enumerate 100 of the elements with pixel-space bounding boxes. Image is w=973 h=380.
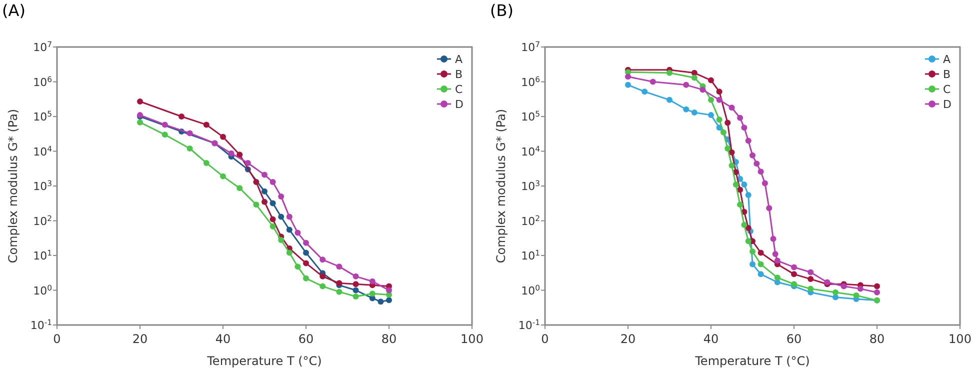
point — [625, 82, 631, 88]
y-tick-label: 10$^{1}$ — [33, 248, 52, 262]
point — [808, 269, 814, 276]
point — [378, 298, 384, 305]
y-tick-label: 10$^{7}$ — [521, 40, 540, 54]
point — [728, 162, 735, 168]
point — [386, 287, 392, 294]
point — [808, 276, 814, 282]
point — [186, 146, 193, 152]
point — [270, 216, 276, 222]
point — [683, 106, 690, 112]
point — [650, 78, 656, 85]
point — [708, 112, 714, 118]
point — [832, 289, 838, 296]
point — [732, 182, 739, 188]
point — [774, 274, 780, 281]
point — [808, 286, 814, 292]
point — [286, 226, 292, 233]
point — [857, 286, 864, 292]
point — [253, 202, 260, 208]
point — [750, 152, 756, 158]
point — [766, 205, 772, 212]
y-axis-title: Complex modulus G* (Pa) — [6, 108, 20, 264]
point — [352, 294, 359, 300]
y-tick-label: 10$^{7}$ — [33, 40, 52, 54]
x-tick-label: 60 — [786, 332, 802, 346]
point — [270, 223, 276, 230]
point — [691, 74, 698, 81]
x-tick-label: 40 — [703, 332, 719, 346]
chart-title: (B) — [490, 1, 514, 20]
legend-label: D — [455, 98, 464, 111]
point — [772, 251, 778, 258]
point — [220, 173, 226, 180]
point — [741, 182, 748, 188]
y-tick-label: 10$^{0}$ — [521, 282, 540, 298]
point — [708, 77, 714, 84]
point — [625, 74, 631, 80]
x-tick-label: 20 — [620, 332, 636, 346]
point — [774, 258, 780, 264]
point — [186, 130, 193, 136]
point — [666, 96, 672, 103]
point — [303, 275, 309, 282]
point — [758, 168, 764, 175]
legend-label: B — [943, 68, 951, 81]
point — [336, 264, 342, 270]
point — [137, 98, 143, 105]
point — [874, 289, 880, 296]
x-tick-label: 80 — [869, 332, 885, 346]
y-tick-label: 10$^{3}$ — [33, 178, 52, 193]
y-tick-label: 10$^{4}$ — [33, 144, 52, 158]
x-tick-label: 60 — [298, 332, 314, 346]
x-tick-label: 100 — [948, 332, 972, 346]
legend-label: C — [455, 83, 463, 96]
point — [320, 273, 326, 280]
point — [303, 250, 309, 256]
point — [716, 88, 722, 95]
point — [754, 160, 760, 167]
point — [750, 261, 756, 268]
point — [762, 180, 768, 186]
point — [724, 146, 731, 152]
point — [294, 264, 301, 270]
y-tick-label: 10$^{2}$ — [33, 213, 52, 228]
y-tick-label: 10$^{2}$ — [521, 213, 540, 228]
point — [303, 240, 309, 246]
point — [750, 248, 756, 255]
point — [270, 200, 276, 206]
y-tick-label: 10$^{-1}$ — [518, 318, 540, 332]
point — [369, 278, 376, 284]
point — [720, 129, 726, 136]
point — [137, 119, 143, 126]
point — [162, 122, 168, 128]
y-tick-label: 10$^{1}$ — [521, 248, 540, 262]
point — [683, 82, 690, 88]
point — [716, 96, 722, 103]
point — [278, 193, 284, 200]
point — [708, 96, 714, 103]
point — [220, 134, 226, 140]
point — [737, 202, 744, 208]
legend-label: D — [943, 98, 952, 111]
point — [369, 290, 376, 297]
point — [228, 150, 234, 156]
point — [758, 250, 764, 256]
y-tick-label: 10$^{-1}$ — [30, 318, 52, 332]
point — [352, 273, 359, 280]
point — [700, 86, 706, 93]
x-tick-label: 80 — [381, 332, 397, 346]
chart-title: (A) — [2, 1, 26, 20]
point — [236, 185, 243, 192]
point — [737, 114, 744, 121]
y-tick-label: 10$^{4}$ — [521, 144, 540, 158]
point — [691, 70, 698, 76]
point — [286, 250, 292, 256]
y-tick-label: 10$^{3}$ — [521, 178, 540, 193]
x-tick-label: 40 — [215, 332, 231, 346]
point — [253, 179, 260, 186]
point — [262, 172, 268, 178]
x-axis-title: Temperature T (°C) — [206, 354, 322, 368]
legend-label: A — [943, 53, 951, 66]
point — [791, 271, 797, 278]
point — [320, 256, 326, 263]
